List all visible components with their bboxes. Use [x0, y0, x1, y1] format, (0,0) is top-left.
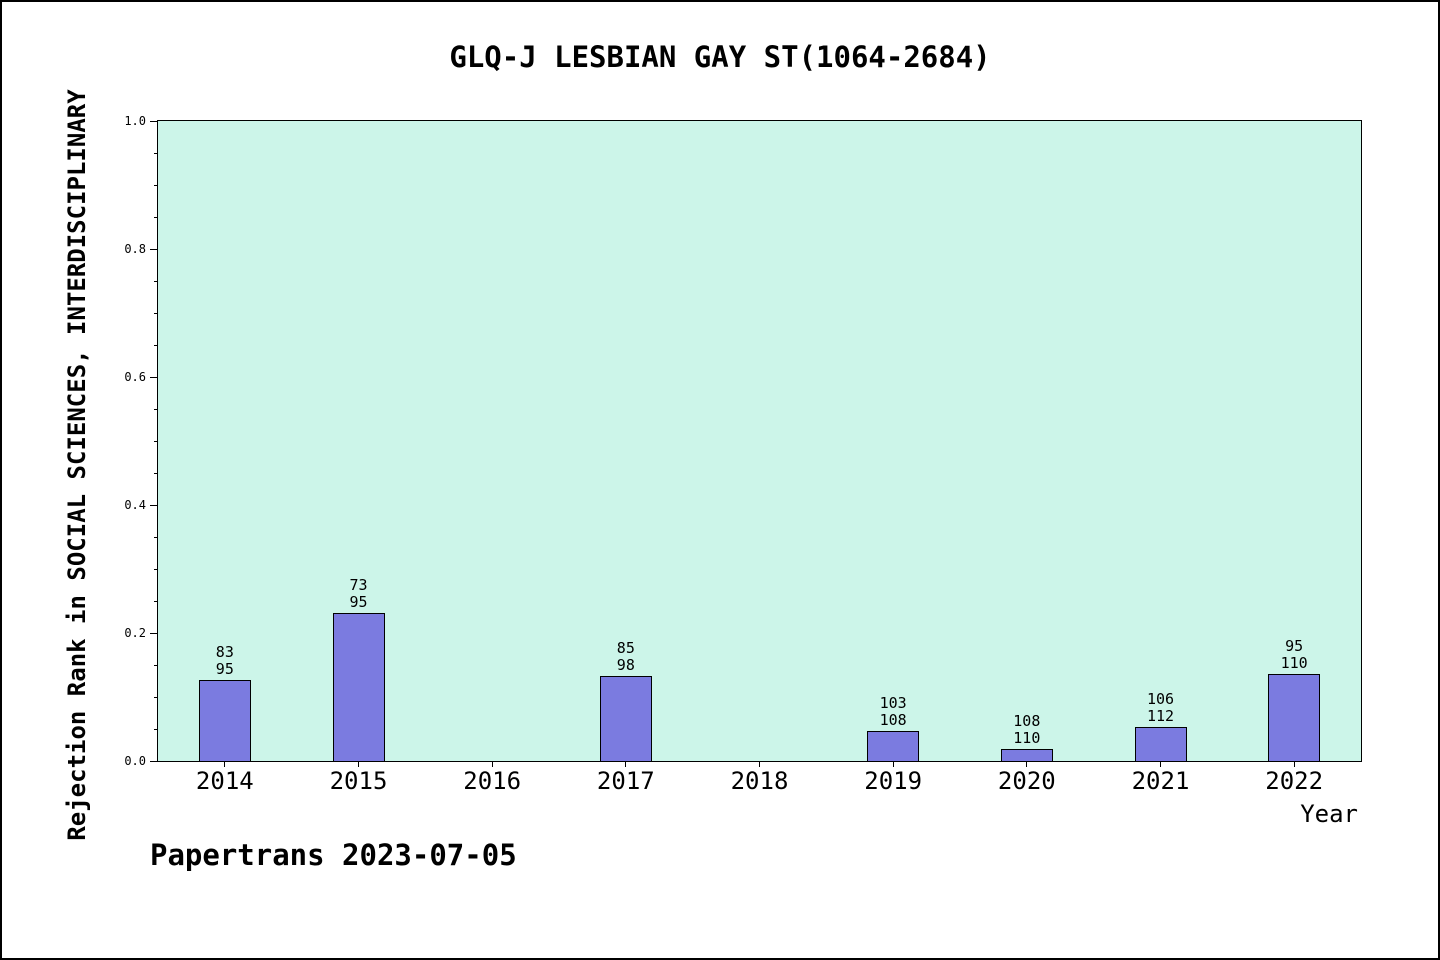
y-tick-label: 0.4 [124, 498, 146, 512]
bar [332, 612, 385, 761]
y-minor-tick [154, 280, 158, 282]
chart-title: GLQ-J LESBIAN GAY ST(1064-2684) [449, 40, 991, 74]
y-tick [150, 632, 158, 634]
y-tick [150, 248, 158, 250]
x-tick-label: 2016 [463, 767, 522, 795]
y-minor-tick [154, 216, 158, 218]
y-minor-tick [154, 472, 158, 474]
x-tick [892, 761, 894, 767]
x-tick [759, 761, 760, 767]
y-minor-tick [154, 664, 158, 666]
y-minor-tick [154, 600, 158, 602]
y-minor-tick [154, 536, 158, 538]
bar-value-label: 106 112 [1146, 689, 1175, 725]
x-axis-label: Year [1300, 800, 1358, 828]
y-tick-label: 0.2 [124, 626, 146, 640]
y-tick-label: 0.6 [124, 370, 146, 384]
y-tick [150, 376, 158, 378]
x-tick [625, 761, 627, 767]
y-minor-tick [154, 184, 158, 186]
x-tick-label: 2015 [329, 767, 388, 795]
bar [1000, 749, 1053, 761]
x-tick-label: 2021 [1131, 767, 1190, 795]
y-axis-label: Rejection Rank in SOCIAL SCIENCES, INTER… [63, 89, 91, 841]
x-tick [491, 761, 493, 767]
x-tick [1293, 761, 1295, 767]
bar [1134, 726, 1187, 761]
bar-value-label: 103 108 [879, 694, 907, 730]
bar-value-label: 83 95 [215, 643, 234, 679]
x-tick [1160, 761, 1161, 767]
y-tick [150, 760, 158, 762]
y-minor-tick [154, 696, 158, 698]
x-tick [358, 761, 359, 767]
x-tick-label: 2019 [864, 767, 923, 795]
y-tick-label: 1.0 [124, 114, 146, 128]
x-tick-label: 2020 [997, 767, 1056, 795]
y-minor-tick [154, 568, 158, 570]
bar [599, 676, 652, 761]
y-tick-label: 0.8 [124, 242, 146, 256]
bar-value-label: 108 110 [1013, 712, 1041, 748]
y-minor-tick [154, 440, 158, 442]
footer-watermark: Papertrans 2023-07-05 [150, 838, 517, 872]
bar [1268, 673, 1321, 761]
bar-value-label: 73 95 [349, 575, 368, 611]
y-minor-tick [154, 728, 158, 730]
x-tick-label: 2017 [596, 767, 655, 795]
bar [198, 680, 251, 761]
y-minor-tick [154, 312, 158, 314]
bar-value-label: 95 110 [1280, 636, 1308, 672]
x-tick-label: 2022 [1265, 767, 1324, 795]
y-minor-tick [154, 408, 158, 410]
y-tick [150, 121, 158, 122]
x-tick-label: 2018 [730, 767, 789, 795]
x-tick [1026, 761, 1028, 767]
bar [867, 731, 920, 761]
x-tick [224, 761, 226, 767]
y-tick-label: 0.0 [124, 754, 146, 768]
plot-area: 0.0 0.2 0.4 0.6 0.8 1.0 2014 83 95 2015 73 95 2016… [124, 114, 1362, 795]
y-minor-tick [154, 152, 158, 154]
y-minor-tick [154, 344, 158, 346]
bar-value-label: 85 98 [616, 639, 635, 675]
y-tick [150, 504, 158, 506]
x-tick-label: 2014 [195, 767, 254, 795]
